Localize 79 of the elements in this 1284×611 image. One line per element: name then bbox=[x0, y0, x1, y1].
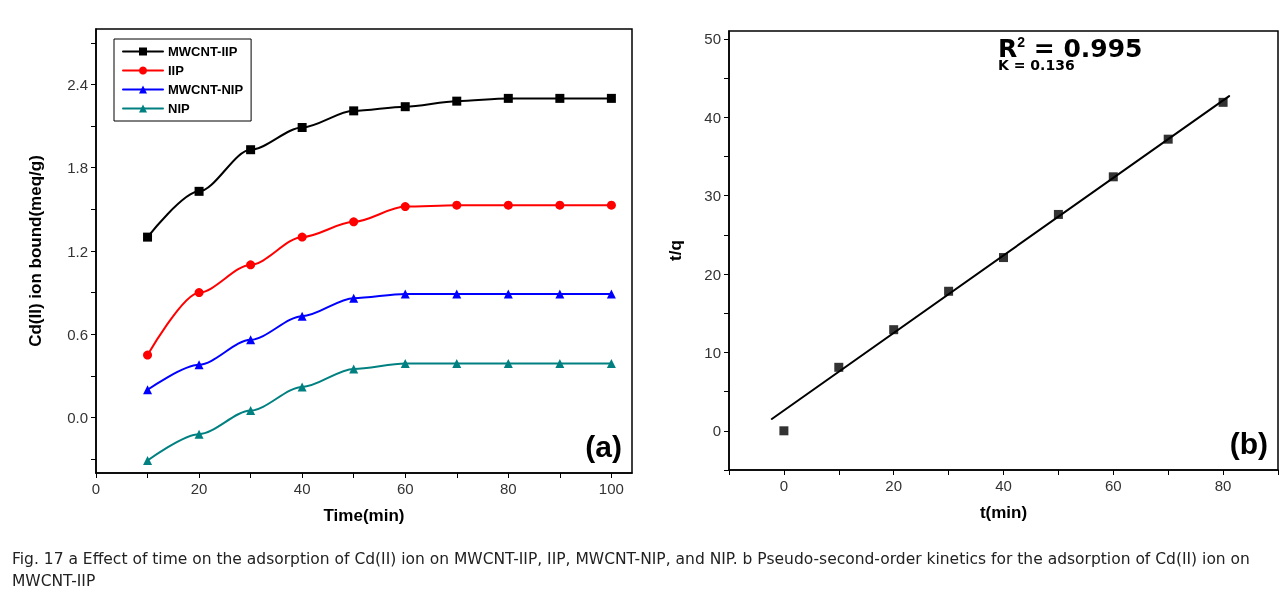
legend-label: MWCNT-NIP bbox=[168, 82, 244, 97]
point bbox=[400, 102, 410, 112]
point bbox=[503, 93, 513, 103]
point bbox=[349, 106, 359, 116]
point bbox=[555, 358, 565, 368]
point bbox=[143, 350, 153, 360]
y-tick-label: 30 bbox=[704, 187, 721, 205]
point bbox=[1163, 134, 1173, 144]
point bbox=[944, 286, 954, 296]
point bbox=[297, 232, 307, 242]
point bbox=[889, 325, 899, 335]
x-tick-label: 60 bbox=[396, 480, 414, 497]
point bbox=[349, 217, 359, 227]
point bbox=[246, 406, 256, 416]
y-tick-label: 20 bbox=[704, 265, 721, 283]
y-tick-label: 10 bbox=[704, 343, 721, 361]
y-tick-label: 1.2 bbox=[67, 242, 88, 260]
point bbox=[194, 288, 204, 298]
y-axis-title: t/q bbox=[666, 240, 685, 261]
point bbox=[452, 96, 462, 106]
point bbox=[555, 200, 565, 210]
y-axis-title: Cd(II) ion bound(meq/g) bbox=[26, 155, 45, 347]
point bbox=[555, 289, 565, 299]
point bbox=[297, 123, 307, 133]
point bbox=[555, 93, 565, 103]
point bbox=[246, 145, 256, 155]
point bbox=[999, 253, 1008, 263]
point bbox=[349, 293, 359, 303]
point bbox=[834, 362, 844, 372]
point bbox=[194, 186, 204, 196]
point bbox=[779, 426, 789, 436]
point bbox=[452, 289, 462, 299]
x-tick-label: 40 bbox=[995, 477, 1012, 494]
point bbox=[400, 289, 410, 299]
y-tick-label: 0 bbox=[712, 422, 721, 440]
point bbox=[143, 232, 153, 242]
point bbox=[246, 260, 256, 270]
annotation: (a) bbox=[585, 429, 623, 463]
point bbox=[1053, 209, 1063, 219]
legend-label: MWCNT-IIP bbox=[168, 44, 238, 59]
x-tick-label: 0 bbox=[91, 480, 101, 497]
x-tick-label: 80 bbox=[499, 480, 517, 497]
point bbox=[606, 289, 616, 299]
point bbox=[194, 429, 204, 439]
point bbox=[606, 200, 616, 210]
point bbox=[400, 358, 410, 368]
x-tick-label: 60 bbox=[1104, 477, 1122, 494]
point bbox=[503, 200, 513, 210]
point bbox=[452, 200, 462, 210]
y-tick-label: 40 bbox=[704, 108, 721, 126]
point bbox=[143, 385, 153, 395]
point bbox=[606, 358, 616, 368]
annotation: (b) bbox=[1229, 426, 1269, 460]
point bbox=[503, 358, 513, 368]
caption: Fig. 17 a Effect of time on the adsorption of Cd(II) ion on MWCNT-IIP, IIP, MWCNT-NIP, and NIP. b Pseudo-second-order kinetics for the adsorption of Cd(II) ion on MWCNT-IIP bbox=[12, 549, 1251, 592]
y-tick-label: 0.0 bbox=[67, 409, 88, 426]
point bbox=[606, 93, 616, 103]
x-tick-label: 40 bbox=[293, 480, 311, 497]
x-tick-label: 20 bbox=[885, 477, 903, 494]
y-tick-label: 1.8 bbox=[67, 159, 88, 177]
x-tick-label: 0 bbox=[779, 477, 789, 494]
x-tick-label: 100 bbox=[598, 480, 624, 497]
legend-label: IIP bbox=[168, 63, 185, 78]
point bbox=[400, 202, 410, 212]
point bbox=[143, 456, 153, 466]
y-tick-label: 50 bbox=[704, 30, 721, 48]
point bbox=[503, 289, 513, 299]
x-axis-title: t(min) bbox=[979, 503, 1028, 522]
point bbox=[297, 311, 307, 321]
y-tick-label: 0.6 bbox=[67, 325, 88, 343]
x-tick-label: 20 bbox=[190, 480, 208, 497]
point bbox=[452, 358, 462, 368]
point bbox=[194, 360, 204, 370]
x-axis-title: Time(min) bbox=[323, 506, 405, 525]
point bbox=[1108, 172, 1118, 182]
x-tick-label: 80 bbox=[1214, 477, 1232, 494]
legend-label: NIP bbox=[168, 101, 190, 116]
point bbox=[1218, 97, 1228, 107]
y-tick-label: 2.4 bbox=[67, 76, 88, 93]
